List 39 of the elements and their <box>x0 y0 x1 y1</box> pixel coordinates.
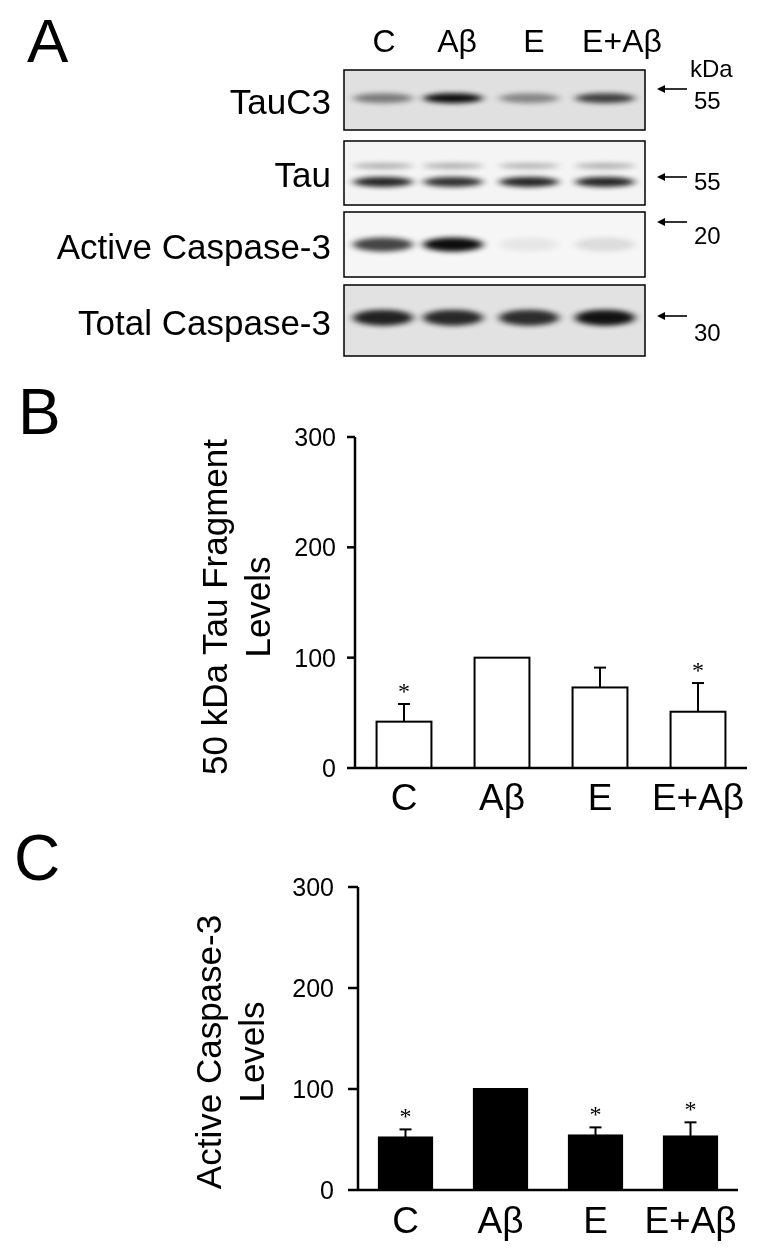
text: A <box>27 6 69 75</box>
category-label: C <box>372 23 396 59</box>
category-label: 30 <box>694 319 721 346</box>
chart-title: C <box>14 822 61 894</box>
category-label: 55 <box>694 168 721 195</box>
y-tick-label: 300 <box>292 873 334 901</box>
annotation: * <box>398 678 410 705</box>
y-axis-title: Active Caspase-3 Levels <box>188 914 271 1190</box>
x-tick-label: C <box>390 777 418 818</box>
category-label: 20 <box>694 222 721 249</box>
text: kDa <box>690 55 734 82</box>
y-tick-label: 100 <box>294 643 336 672</box>
category-label: Aβ <box>437 23 477 59</box>
annotation: * <box>589 1101 602 1128</box>
y-tick-label: 200 <box>294 533 336 562</box>
chart-title: B <box>18 376 61 448</box>
y-axis-title: 50 kDa Tau Fragment Levels <box>194 438 277 775</box>
x-tick-label: E <box>587 777 613 818</box>
category-label: TauC3 <box>229 82 331 121</box>
y-tick-label: 0 <box>322 754 336 782</box>
x-tick-label: Aβ <box>479 777 525 818</box>
category-label: E+Aβ <box>582 23 662 59</box>
y-tick-label: 0 <box>320 1176 334 1204</box>
annotation: * <box>692 657 704 684</box>
x-tick-label: E+Aβ <box>651 777 745 818</box>
category-label: Total Caspase-3 <box>78 302 331 342</box>
x-tick-label: Aβ <box>477 1200 524 1241</box>
y-tick-label: 300 <box>294 423 336 451</box>
y-tick-label: 200 <box>292 974 334 1002</box>
category-label: Tau <box>274 155 331 194</box>
category-label: E <box>523 23 545 59</box>
x-tick-label: E <box>583 1200 608 1241</box>
annotation: * <box>399 1103 412 1130</box>
x-tick-label: E+Aβ <box>644 1200 737 1241</box>
y-tick-label: 100 <box>292 1075 334 1103</box>
category-label: 55 <box>694 87 721 114</box>
annotation: * <box>684 1096 697 1123</box>
x-tick-label: C <box>392 1200 419 1241</box>
category-label: Active Caspase-3 <box>56 226 331 266</box>
